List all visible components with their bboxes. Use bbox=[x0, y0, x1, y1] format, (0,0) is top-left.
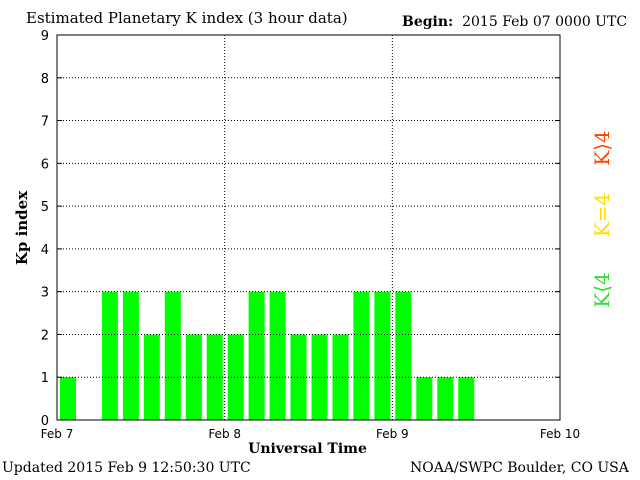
kp-bar bbox=[164, 291, 181, 420]
kp-bar bbox=[290, 334, 307, 420]
legend-k-below-4: K⟨4 bbox=[590, 272, 614, 308]
begin-value: 2015 Feb 07 0000 UTC bbox=[462, 14, 628, 30]
kp-bar bbox=[227, 334, 244, 420]
kp-bar bbox=[206, 334, 223, 420]
kp-bar bbox=[269, 291, 286, 420]
legend-k-equal-4: K=4 bbox=[590, 192, 614, 238]
kp-bar bbox=[60, 377, 76, 420]
kp-bar bbox=[101, 291, 118, 420]
kp-bar bbox=[437, 377, 454, 420]
y-tick-label: 3 bbox=[41, 286, 49, 301]
y-tick-label: 2 bbox=[41, 328, 49, 343]
y-tick-label: 5 bbox=[41, 200, 49, 215]
kp-bar bbox=[395, 291, 412, 420]
y-tick-label: 0 bbox=[41, 414, 49, 429]
updated-timestamp: Updated 2015 Feb 9 12:50:30 UTC bbox=[2, 460, 251, 476]
y-tick-label: 7 bbox=[41, 115, 49, 130]
x-axis-label: Universal Time bbox=[248, 441, 367, 457]
x-tick-label: Feb 8 bbox=[208, 427, 241, 441]
x-tick-label: Feb 9 bbox=[376, 427, 409, 441]
begin-label: Begin: bbox=[402, 14, 454, 30]
chart-title: Estimated Planetary K index (3 hour data… bbox=[26, 9, 348, 27]
kp-bar bbox=[311, 334, 328, 420]
begin-timestamp: Begin: 2015 Feb 07 0000 UTC bbox=[402, 14, 627, 30]
y-tick-label: 4 bbox=[41, 243, 49, 258]
legend-k-above-4: K⟩4 bbox=[590, 130, 614, 166]
y-tick-label: 1 bbox=[41, 371, 49, 386]
x-tick-label: Feb 7 bbox=[41, 427, 74, 441]
kp-bar bbox=[185, 334, 202, 420]
kp-bar bbox=[332, 334, 349, 420]
kp-bar bbox=[353, 291, 370, 420]
kp-bar bbox=[416, 377, 433, 420]
y-tick-label: 9 bbox=[41, 29, 49, 44]
kp-bar bbox=[143, 334, 160, 420]
kp-bar bbox=[374, 291, 391, 420]
kp-bar bbox=[122, 291, 139, 420]
y-tick-label: 6 bbox=[41, 157, 49, 172]
plot-frame bbox=[56, 34, 561, 421]
kp-bar bbox=[248, 291, 265, 420]
credit-text: NOAA/SWPC Boulder, CO USA bbox=[410, 460, 629, 476]
x-tick-label: Feb 10 bbox=[540, 427, 580, 441]
y-tick-label: 8 bbox=[41, 72, 49, 87]
kp-bar bbox=[458, 377, 475, 420]
